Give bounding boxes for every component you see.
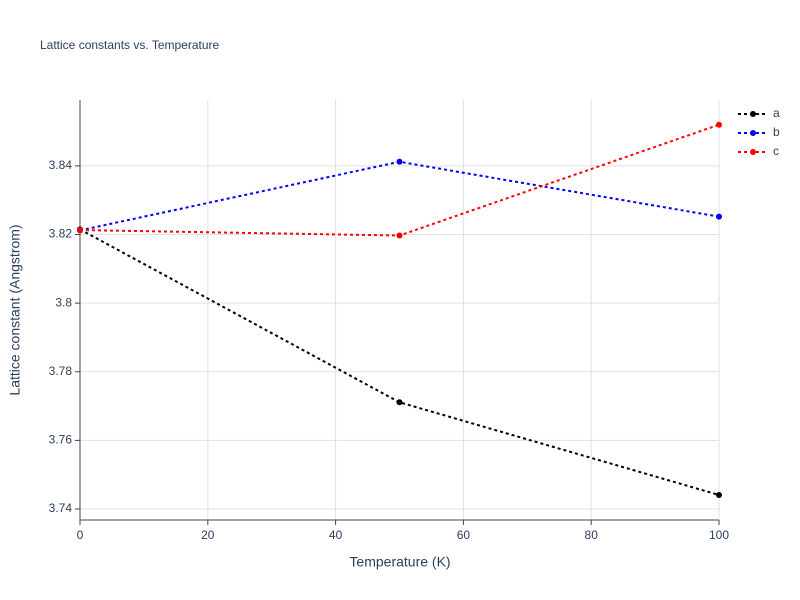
legend-marker [750,130,756,136]
x-tick-label: 60 [457,528,471,542]
point [716,491,722,498]
y-tick-label: 3.78 [49,364,73,378]
series-line [79,160,720,232]
legend-marker [750,111,756,117]
x-axis-title: Temperature (K) [349,554,450,570]
chart-title: Lattice constants vs. Temperature [40,38,220,52]
legend-marker [750,149,756,155]
x-tick-label: 40 [329,528,343,542]
legend-label: a [773,106,780,120]
x-tick-label: 100 [709,528,729,542]
point [716,121,722,128]
y-tick-label: 3.82 [49,227,73,241]
x-tick-label: 0 [77,528,84,542]
point [396,158,403,165]
x-tick-label: 80 [585,528,599,542]
legend-label: c [773,144,779,158]
legend-label: b [773,125,780,139]
y-tick-label: 3.74 [49,501,73,515]
point [396,232,403,239]
x-tick-label: 20 [201,528,215,542]
series-line [79,123,720,237]
point [396,399,403,406]
series-line [79,228,720,496]
y-tick-label: 3.84 [49,158,73,172]
point [716,213,722,220]
y-axis-title: Lattice constant (Angstrom) [7,224,23,395]
y-tick-label: 3.8 [55,295,72,309]
point [77,227,83,234]
y-tick-label: 3.76 [49,433,73,447]
